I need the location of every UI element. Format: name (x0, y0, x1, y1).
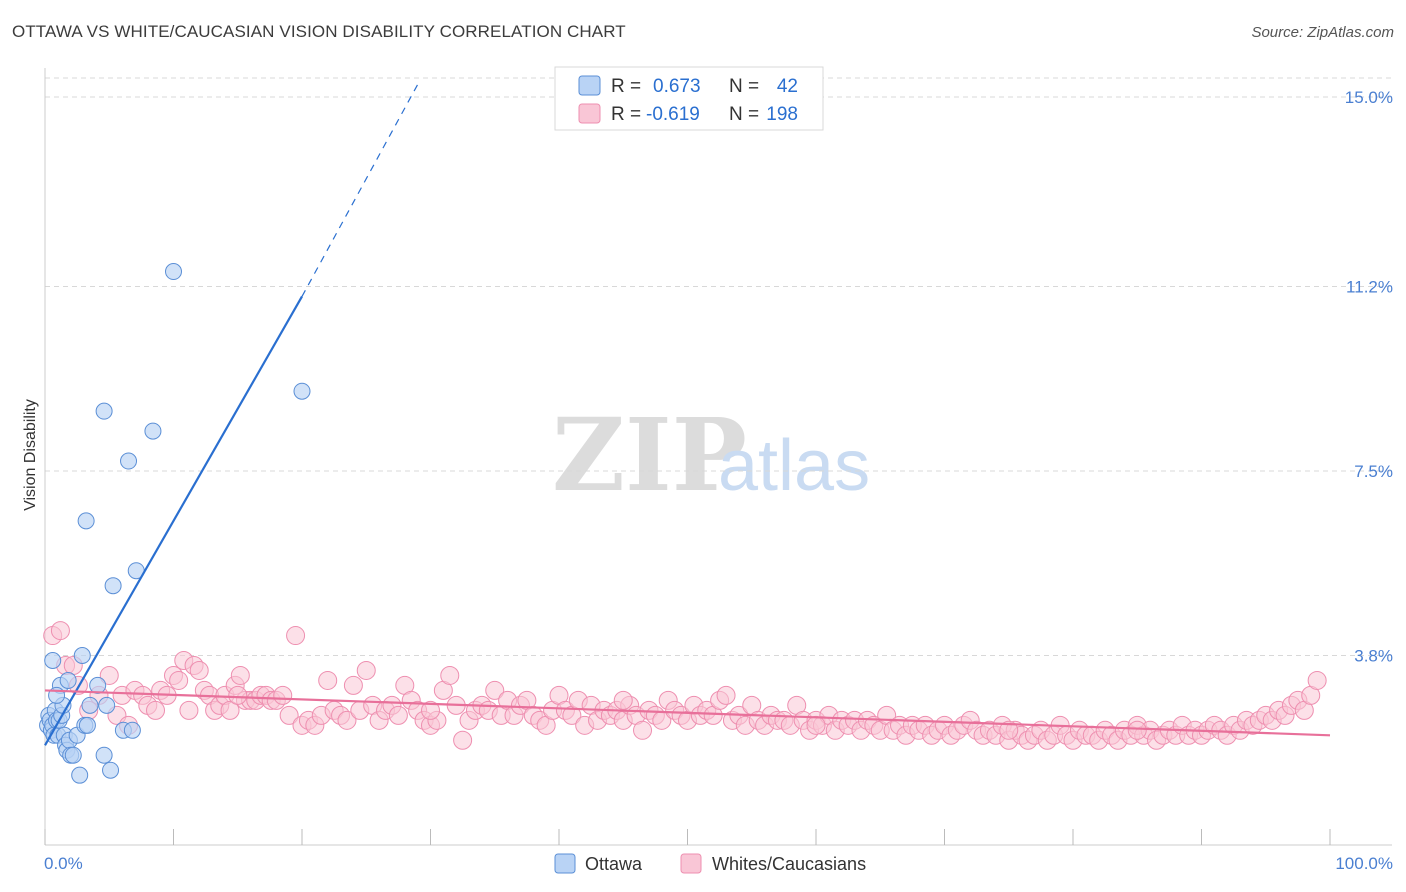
whites-point (806, 715, 826, 735)
ottawa-r-label: R = (611, 76, 641, 97)
ottawa-point (95, 746, 113, 764)
whites-point (613, 690, 633, 710)
ottawa-legend-swatch (578, 75, 601, 96)
ottawa-point (81, 696, 99, 714)
whites-point (485, 680, 505, 700)
whites-point (220, 700, 240, 720)
y-tick-labels: 3.8% 7.5% 11.2% 15.0% (1345, 88, 1393, 666)
whites-point (440, 665, 460, 685)
ottawa-point (120, 452, 138, 470)
x-ticks (44, 829, 1331, 845)
whites-series-swatch (680, 853, 702, 874)
ottawa-point (77, 512, 95, 530)
ottawa-point (89, 676, 107, 694)
whites-point (189, 660, 209, 680)
ottawa-point (144, 422, 162, 440)
ottawa-trend-line (44, 295, 303, 746)
whites-point (453, 730, 473, 750)
whites-n-label: N = (729, 104, 759, 125)
ottawa-point (123, 721, 141, 739)
x-tick-label-min: 0.0% (44, 854, 83, 873)
y-tick-label: 3.8% (1354, 647, 1393, 666)
ottawa-point (98, 696, 116, 714)
whites-point (146, 700, 166, 720)
whites-point (230, 665, 250, 685)
whites-trend-line (44, 689, 1331, 737)
ottawa-point (44, 651, 62, 669)
ottawa-point (104, 577, 122, 595)
whites-r-value: -0.619 (646, 104, 700, 125)
ottawa-point (71, 766, 89, 784)
whites-point (179, 700, 199, 720)
watermark-zip: ZIP (552, 396, 747, 514)
whites-point (318, 670, 338, 690)
watermark-atlas: atlas (718, 426, 870, 506)
chart-title: OTTAWA VS WHITE/CAUCASIAN VISION DISABIL… (12, 22, 626, 41)
ottawa-trend-extension (301, 84, 419, 297)
whites-point (337, 710, 357, 730)
whites-point (1127, 720, 1147, 740)
ottawa-point (64, 746, 82, 764)
x-tick-label-max: 100.0% (1335, 854, 1393, 873)
whites-point (273, 685, 293, 705)
whites-point (99, 665, 119, 685)
whites-series-label: Whites/Caucasians (712, 854, 866, 874)
stats-legend: R = 0.673 N = 42 R = -0.619 N = 198 (554, 66, 824, 131)
whites-point (343, 675, 363, 695)
ottawa-point (293, 382, 311, 400)
whites-point (633, 720, 653, 740)
whites-point (169, 670, 189, 690)
ottawa-series-label: Ottawa (585, 854, 643, 874)
series-legend: Ottawa Whites/Caucasians (554, 853, 866, 874)
ottawa-point (165, 263, 182, 281)
source-credit: Source: ZipAtlas.com (1251, 24, 1394, 41)
ottawa-n-label: N = (729, 76, 759, 97)
whites-point (228, 685, 248, 705)
whites-point (388, 705, 408, 725)
y-tick-label: 11.2% (1346, 277, 1393, 296)
whites-point (1307, 670, 1327, 690)
ottawa-point (59, 671, 77, 689)
whites-caucasians-points (43, 621, 1327, 750)
y-tick-label: 7.5% (1354, 462, 1393, 481)
ottawa-point (78, 716, 96, 734)
whites-legend-swatch (578, 103, 601, 124)
whites-n-value: 198 (766, 104, 798, 125)
whites-point (716, 685, 736, 705)
ottawa-r-value: 0.673 (653, 76, 701, 97)
gridlines (45, 77, 1392, 657)
whites-point (356, 660, 376, 680)
ottawa-point (95, 402, 113, 420)
y-tick-label: 15.0% (1345, 88, 1393, 107)
whites-r-label: R = (611, 104, 641, 125)
whites-point (50, 621, 70, 641)
ottawa-point (73, 647, 91, 665)
trend-lines (44, 84, 1331, 746)
whites-point (999, 720, 1019, 740)
whites-point (286, 626, 306, 646)
y-axis-label: Vision Disability (22, 399, 39, 511)
whites-point (279, 705, 299, 725)
whites-point (421, 700, 440, 720)
ottawa-point (102, 761, 120, 779)
ottawa-series-swatch (554, 853, 576, 874)
ottawa-n-value: 42 (777, 76, 798, 97)
